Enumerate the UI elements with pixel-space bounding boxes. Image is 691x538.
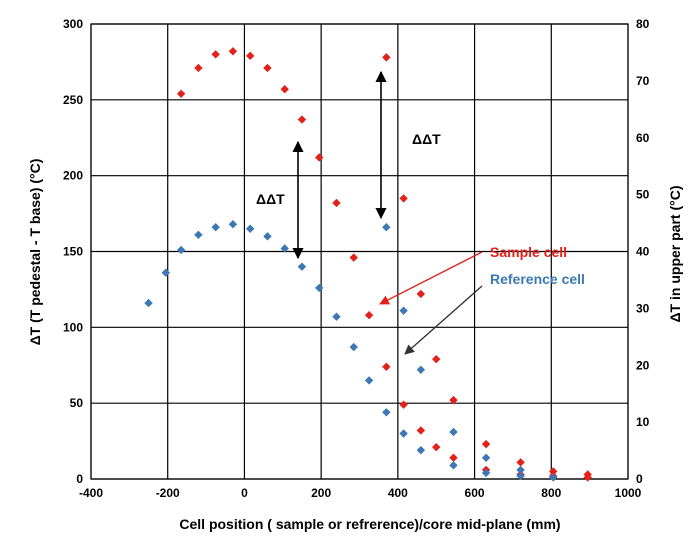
x-tick-label: 400	[388, 486, 408, 500]
y-left-tick-label: 100	[63, 320, 83, 334]
reference-cell-point	[315, 283, 324, 293]
ddt-label-left: ΔΔT	[256, 191, 285, 207]
data-points	[144, 47, 592, 482]
reference-cell-point	[549, 473, 558, 482]
reference-cell-point	[297, 262, 307, 271]
sample-cell-point	[280, 85, 289, 94]
y-axis-right-title: ΔT in upper part (°C)	[667, 186, 683, 323]
y-right-tick-label: 60	[636, 131, 650, 145]
sample-cell-point	[176, 89, 186, 98]
sample-cell-point	[449, 395, 458, 405]
tick-labels: -400 -200 0 200 400 600 800 1000050100150200250…	[63, 17, 650, 500]
plot-area-border	[90, 23, 629, 480]
ddt-label-right: ΔΔT	[412, 131, 441, 147]
x-tick-label: 600	[465, 486, 485, 500]
y-right-tick-label: 70	[636, 74, 650, 88]
reference-cell-point	[349, 342, 358, 352]
sample-cell-point	[549, 467, 558, 476]
reference-cell-point	[382, 408, 391, 417]
reference-cell-point	[516, 465, 525, 475]
reference-cell-point	[211, 223, 220, 232]
sample-cell-point	[416, 426, 426, 435]
sample-cell-point	[211, 50, 220, 59]
sample-cell-point	[432, 442, 441, 452]
x-tick-label: 200	[311, 486, 331, 500]
sample-cell-point	[297, 115, 307, 124]
sample-cell-point	[382, 362, 391, 371]
reference-cell-point	[449, 461, 458, 470]
x-tick-label: 1000	[615, 486, 642, 500]
sample-cell-point	[399, 194, 408, 203]
sample-cell-point	[194, 63, 203, 73]
sample-cell-point	[432, 354, 441, 364]
reference-cell-point	[449, 427, 458, 437]
sample-cell-point	[364, 311, 374, 320]
y-right-tick-label: 20	[636, 358, 650, 372]
sample-cell-point	[516, 458, 525, 467]
x-axis-title: Cell position ( sample or refrerence)/co…	[179, 516, 560, 532]
sample-cell-arrow	[379, 251, 483, 305]
reference-cell-arrow	[404, 285, 483, 355]
sample-cell-point	[332, 198, 341, 208]
sample-cell-point	[315, 153, 324, 162]
sample-cell-point	[349, 253, 358, 262]
reference-cell-point	[516, 471, 525, 481]
x-tick-label: -200	[156, 486, 180, 500]
y-right-tick-label: 50	[636, 188, 650, 202]
reference-cell-point	[416, 445, 426, 455]
x-tick-label: -400	[79, 486, 103, 500]
reference-cell-point	[399, 429, 408, 438]
y-left-tick-label: 200	[63, 169, 83, 183]
reference-cell-point	[481, 453, 491, 462]
y-right-tick-label: 40	[636, 245, 650, 259]
y-left-tick-label: 0	[76, 472, 83, 486]
reference-cell-point	[194, 230, 203, 240]
reference-cell-point	[364, 376, 374, 385]
sample-cell-point	[449, 453, 458, 462]
reference-cell-point	[176, 245, 186, 255]
reference-cell-point	[382, 223, 391, 232]
sample-cell-point	[416, 289, 426, 299]
reference-cell-point	[245, 224, 255, 233]
reference-cell-point	[144, 298, 153, 308]
sample-cell-point	[382, 53, 391, 62]
x-tick-label: 0	[241, 486, 248, 500]
y-right-tick-label: 80	[636, 17, 650, 31]
sample-cell-point	[399, 400, 408, 409]
reference-cell-point	[263, 232, 272, 241]
y-axis-left-title: ΔT (T pedestal - T base) (°C)	[27, 159, 43, 346]
sample-cell-point	[245, 51, 255, 61]
reference-cell-point	[161, 268, 170, 277]
reference-cell-point	[481, 468, 491, 478]
sample-cell-label: Sample cell	[490, 244, 567, 260]
y-right-tick-label: 0	[636, 472, 643, 486]
y-right-tick-label: 10	[636, 415, 650, 429]
reference-cell-label: Reference cell	[490, 271, 585, 287]
sample-cell-point	[263, 63, 272, 73]
reference-cell-point	[228, 220, 238, 229]
sample-cell-point	[583, 470, 592, 479]
reference-cell-point	[332, 312, 341, 321]
y-right-tick-label: 30	[636, 301, 650, 315]
reference-cell-point	[280, 244, 289, 253]
y-left-tick-label: 50	[70, 396, 84, 410]
reference-cell-point	[399, 306, 408, 315]
sample-cell-point	[228, 47, 238, 56]
y-left-tick-label: 250	[63, 93, 83, 107]
y-left-tick-label: 150	[63, 245, 83, 259]
reference-cell-point	[416, 365, 426, 374]
sample-cell-point	[481, 439, 491, 449]
x-tick-label: 800	[541, 486, 561, 500]
y-left-tick-label: 300	[63, 17, 83, 31]
